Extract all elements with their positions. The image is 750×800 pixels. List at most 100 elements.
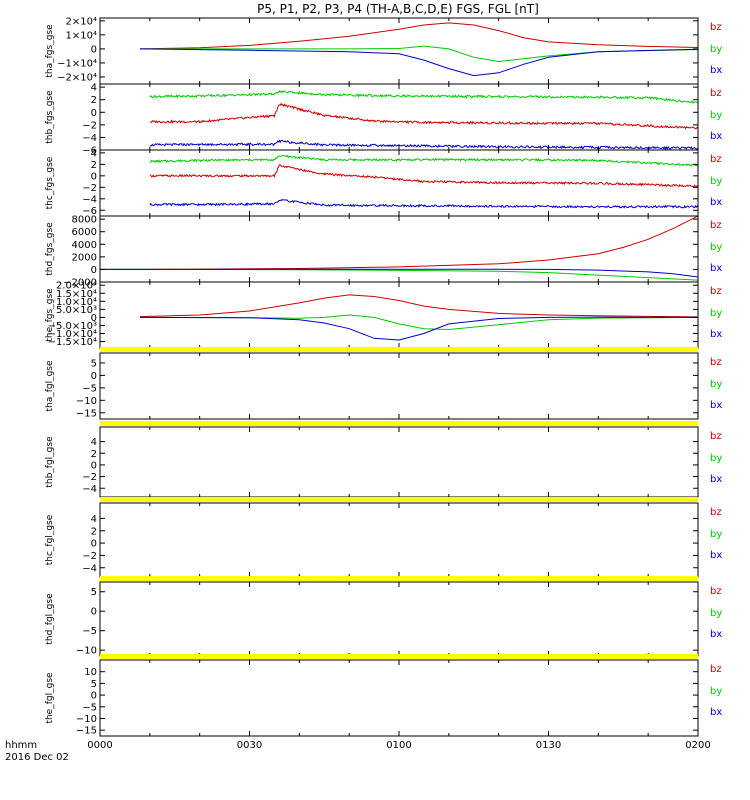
y-axis-label: the_fgs_gse bbox=[45, 288, 55, 342]
y-tick-label: −2 bbox=[82, 551, 97, 562]
y-tick-label: 0 bbox=[91, 265, 97, 276]
legend-bz: bz bbox=[710, 357, 722, 368]
y-tick-label: 5 bbox=[91, 358, 97, 369]
y-tick-label: −2×10⁴ bbox=[57, 72, 97, 83]
y-tick-label: 0 bbox=[91, 539, 97, 550]
legend-by: by bbox=[710, 453, 722, 464]
no-data-bar bbox=[100, 421, 698, 426]
legend-by: by bbox=[710, 176, 722, 187]
no-data-bar bbox=[100, 654, 698, 659]
y-tick-label: −15 bbox=[76, 408, 97, 419]
legend-bz: bz bbox=[710, 586, 722, 597]
y-tick-label: 4000 bbox=[72, 240, 97, 251]
y-axis-label: thc_fgl_gse bbox=[45, 514, 55, 565]
y-axis-label: thb_fgl_gse bbox=[45, 436, 55, 488]
x-tick-label: 0130 bbox=[536, 740, 561, 751]
y-tick-label: 4 bbox=[91, 437, 97, 448]
y-tick-label: −1.0×10⁴ bbox=[48, 329, 97, 340]
series-line-bz bbox=[139, 294, 698, 318]
legend-by: by bbox=[710, 308, 722, 319]
series-line-bz bbox=[149, 164, 698, 188]
y-tick-label: −2 bbox=[82, 120, 97, 131]
legend-by: by bbox=[710, 529, 722, 540]
series-line-bx bbox=[149, 199, 698, 209]
y-tick-label: −2 bbox=[82, 472, 97, 483]
legend-bx: bx bbox=[710, 65, 722, 76]
y-tick-label: 10 bbox=[84, 667, 97, 678]
legend-bx: bx bbox=[710, 197, 722, 208]
series-line-by bbox=[139, 314, 698, 331]
panel-thd-fgl-gse: 5 0 −5 −10 thd_fgl_gse bz by bx bbox=[45, 576, 722, 657]
y-axis-label: tha_fgs_gse bbox=[45, 24, 55, 78]
y-tick-label: 0 bbox=[91, 371, 97, 382]
legend-bx: bx bbox=[710, 474, 722, 485]
series-line-by bbox=[149, 154, 698, 167]
panel-frame bbox=[99, 215, 699, 283]
y-tick-label: 0 bbox=[91, 691, 97, 702]
x-tick-label: 0000 bbox=[87, 740, 112, 751]
y-tick-label: −2000 bbox=[63, 278, 97, 289]
legend-by: by bbox=[710, 686, 722, 697]
series-line-bx bbox=[139, 48, 698, 77]
no-data-bar bbox=[100, 497, 698, 502]
y-axis-label: thd_fgl_gse bbox=[45, 593, 55, 645]
series-line-bx bbox=[139, 316, 698, 341]
legend-bx: bx bbox=[710, 707, 722, 718]
y-tick-label: 0 bbox=[91, 171, 97, 182]
x-axis-label-format: hhmm bbox=[5, 740, 37, 751]
series-line-bz bbox=[149, 102, 698, 130]
legend-bz: bz bbox=[710, 286, 722, 297]
y-tick-label: −1.5×10⁴ bbox=[48, 337, 97, 348]
legend-bz: bz bbox=[710, 220, 722, 231]
y-tick-label: −5 bbox=[82, 702, 97, 713]
legend-bx: bx bbox=[710, 263, 722, 274]
legend-by: by bbox=[710, 379, 722, 390]
legend-bz: bz bbox=[710, 88, 722, 99]
y-tick-label: 0 bbox=[91, 108, 97, 119]
y-tick-label: −10 bbox=[76, 646, 97, 657]
legend-by: by bbox=[710, 242, 722, 253]
y-tick-label: 1×10⁴ bbox=[66, 30, 97, 41]
y-tick-label: −2 bbox=[82, 183, 97, 194]
panel-the-fgs-gse: 2.0×10⁴1.5×10⁴1.0×10⁴5.0×10³0−5.0×10³−1.… bbox=[45, 281, 722, 349]
x-axis: 0000 0030 0100 0130 0200 bbox=[87, 740, 710, 751]
series-line-by bbox=[149, 89, 698, 105]
y-axis-label: thd_fgs_gse bbox=[45, 222, 55, 276]
series-line-bz bbox=[100, 216, 698, 270]
legend-bz: bz bbox=[710, 154, 722, 165]
panel-frame bbox=[99, 659, 699, 737]
no-data-bar bbox=[100, 347, 698, 352]
legend-bx: bx bbox=[710, 629, 722, 640]
panel-frame bbox=[99, 83, 699, 151]
y-axis-label: thb_fgs_gse bbox=[45, 90, 55, 144]
no-data-bar bbox=[100, 576, 698, 581]
plot-title: P5, P1, P2, P3, P4 (TH-A,B,C,D,E) FGS, F… bbox=[257, 2, 539, 16]
series-line-bz bbox=[139, 22, 698, 50]
y-tick-label: 5 bbox=[91, 587, 97, 598]
y-tick-label: −5.0×10³ bbox=[48, 321, 97, 332]
y-axis-label: the_fgl_gse bbox=[45, 672, 55, 724]
y-tick-label: 4 bbox=[91, 83, 97, 94]
y-tick-label: −6 bbox=[82, 146, 97, 157]
x-tick-label: 0200 bbox=[685, 740, 710, 751]
series-line-by bbox=[139, 45, 698, 63]
y-tick-label: −15 bbox=[76, 726, 97, 737]
y-tick-label: 5.0×10³ bbox=[56, 305, 97, 316]
legend-by: by bbox=[710, 110, 722, 121]
y-tick-label: −5 bbox=[82, 383, 97, 394]
y-tick-label: −4 bbox=[82, 133, 97, 144]
legend-bx: bx bbox=[710, 329, 722, 340]
y-tick-label: 2×10⁴ bbox=[66, 16, 97, 27]
panel-frame bbox=[99, 352, 699, 420]
y-tick-label: −10 bbox=[76, 714, 97, 725]
y-tick-label: 1.0×10⁴ bbox=[56, 297, 97, 308]
series-line-bx bbox=[100, 268, 698, 278]
x-axis-label-date: 2016 Dec 02 bbox=[5, 752, 69, 763]
